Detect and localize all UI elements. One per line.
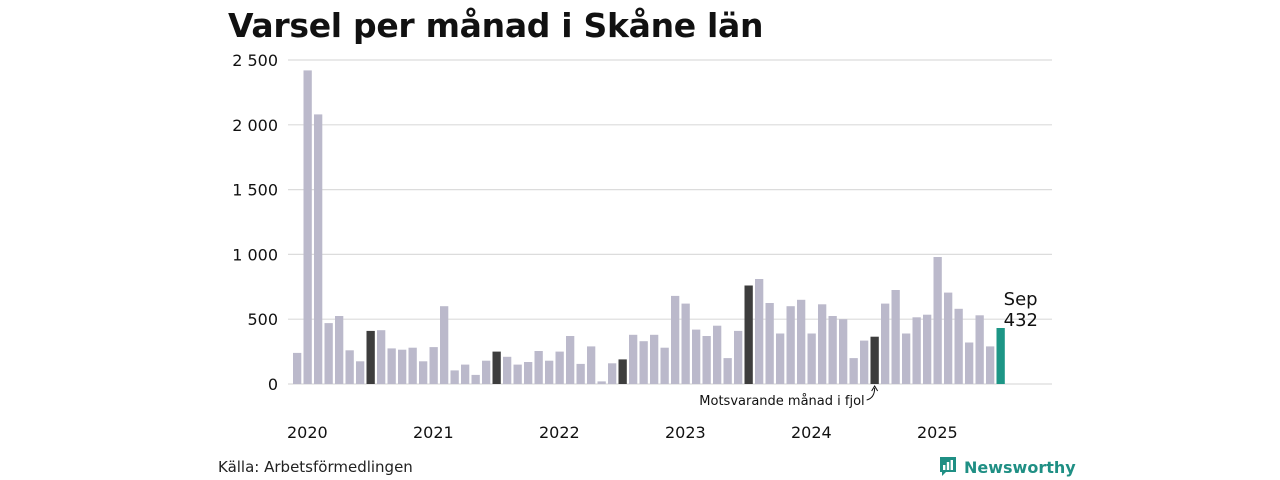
bar — [671, 295, 680, 384]
bar — [408, 347, 417, 384]
bar — [335, 316, 344, 384]
bar — [776, 333, 785, 384]
bar — [860, 340, 869, 384]
annotation-arrowhead — [871, 385, 879, 392]
bar — [912, 317, 921, 384]
bar — [818, 304, 827, 384]
bar — [314, 114, 323, 385]
y-tick-label: 2 000 — [232, 116, 278, 135]
bar — [975, 315, 984, 384]
y-axis: 0 500 1 000 1 500 2 000 2 500 — [232, 51, 278, 394]
x-tick-label: 2025 — [917, 423, 958, 442]
bar — [513, 364, 522, 384]
bar — [986, 346, 995, 384]
bar — [450, 370, 459, 384]
y-tick-label: 1 000 — [232, 245, 278, 264]
bar — [482, 360, 491, 384]
bar — [524, 362, 533, 384]
bar — [639, 341, 648, 384]
bar — [902, 333, 911, 384]
bar — [608, 363, 617, 384]
x-axis: 2020 2021 2022 2023 2024 2025 — [287, 423, 958, 442]
bar — [839, 319, 848, 384]
bars — [293, 70, 1005, 385]
bar — [650, 334, 659, 384]
bar — [965, 342, 974, 384]
bar — [387, 348, 396, 384]
bar — [692, 329, 701, 384]
bar-highlight — [870, 336, 879, 384]
bar-highlight — [366, 330, 375, 384]
bar — [293, 352, 302, 384]
bar — [786, 306, 795, 384]
annotation-text: Motsvarande månad i fjol — [699, 394, 864, 409]
bar — [923, 314, 932, 384]
bar — [429, 347, 438, 384]
bar — [881, 303, 890, 384]
bar — [534, 351, 543, 384]
bar — [660, 347, 669, 384]
bar — [545, 360, 554, 384]
bar — [828, 316, 837, 384]
bar-highlight — [744, 285, 753, 384]
bar — [566, 336, 575, 384]
bar — [954, 308, 963, 384]
bar — [471, 374, 480, 384]
bar — [723, 358, 732, 384]
annotation-arrow — [866, 387, 876, 401]
bar — [629, 334, 638, 384]
chart-title: Varsel per månad i Skåne län — [228, 6, 764, 45]
bar — [807, 333, 816, 384]
bar — [944, 292, 953, 384]
latest-value-label: 432 — [1004, 310, 1038, 331]
newsworthy-icon — [940, 457, 956, 476]
bar — [555, 351, 564, 384]
bar — [503, 356, 512, 384]
brand-name: Newsworthy — [964, 457, 1076, 477]
bar — [345, 350, 354, 384]
bar-highlight — [492, 351, 501, 384]
y-tick-label: 500 — [247, 310, 278, 329]
bar — [797, 299, 806, 384]
bar — [587, 346, 596, 384]
bar — [356, 361, 365, 384]
x-tick-label: 2021 — [413, 423, 454, 442]
x-tick-label: 2022 — [539, 423, 580, 442]
bar — [324, 323, 333, 384]
bar — [734, 330, 743, 384]
bar-highlight — [618, 359, 627, 384]
bar — [377, 330, 386, 384]
bar — [576, 363, 585, 384]
bar — [461, 364, 470, 384]
y-tick-label: 0 — [268, 375, 278, 394]
bar — [849, 358, 858, 384]
latest-month-label: Sep — [1004, 289, 1038, 310]
x-tick-label: 2024 — [791, 423, 832, 442]
y-tick-label: 1 500 — [232, 181, 278, 200]
x-tick-label: 2023 — [665, 423, 706, 442]
bar — [933, 257, 942, 384]
bar — [713, 325, 722, 384]
bar — [419, 361, 428, 384]
y-tick-label: 2 500 — [232, 51, 278, 70]
bar-latest — [996, 328, 1005, 384]
brand-logo[interactable]: Newsworthy — [938, 456, 1076, 478]
bar — [597, 381, 606, 384]
bar — [755, 279, 764, 384]
bar — [702, 336, 711, 384]
bar — [891, 290, 900, 384]
bar — [303, 70, 312, 385]
bar — [398, 349, 407, 384]
bar — [681, 303, 690, 384]
bar — [765, 303, 774, 384]
bar — [440, 306, 449, 384]
x-tick-label: 2020 — [287, 423, 328, 442]
source-note: Källa: Arbetsförmedlingen — [218, 458, 413, 476]
